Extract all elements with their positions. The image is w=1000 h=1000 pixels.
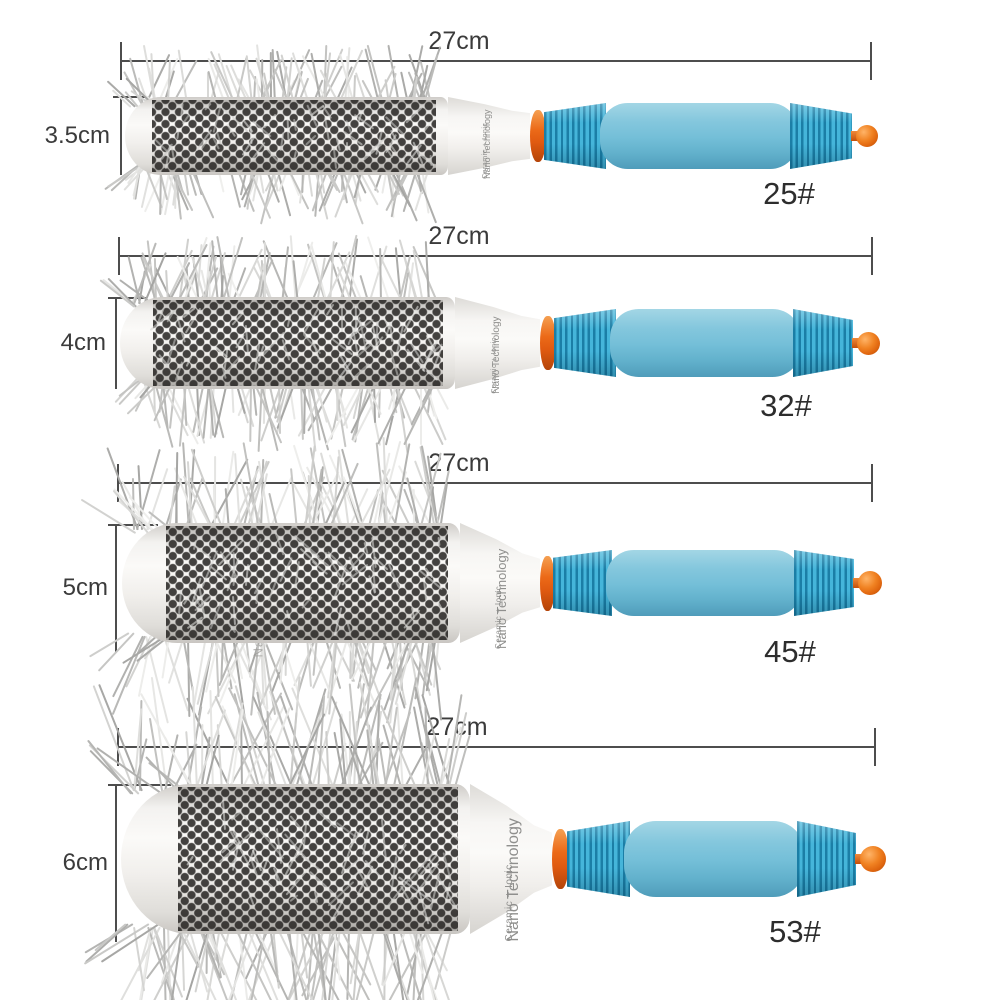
diameter-dimension-line [108, 297, 147, 389]
grip-handle [610, 309, 801, 377]
grip-handle [606, 550, 802, 616]
bristle-strand [433, 926, 453, 990]
bristle-strand [266, 711, 271, 792]
dimension-cap [108, 524, 124, 526]
bristle-strand [263, 242, 266, 304]
brand-line2: Ceramic + Ionic [490, 337, 498, 394]
model-label: 53# [769, 914, 821, 949]
ribbed-collar [553, 550, 612, 616]
dimension-cap [108, 784, 124, 786]
tip-stem [855, 854, 862, 864]
length-dimension-line [118, 237, 873, 275]
model-label: 25# [763, 176, 815, 211]
bristle-strand [95, 747, 163, 795]
orange-ring [540, 316, 556, 370]
diameter-label: 6cm [62, 849, 108, 876]
orange-ring [552, 829, 569, 889]
tip-ball [858, 571, 882, 595]
diameter-label: 3.5cm [44, 121, 110, 149]
length-dimension-line [117, 728, 876, 766]
tip-ball [860, 846, 886, 872]
grip-handle [600, 103, 798, 169]
bristle-strand [249, 381, 253, 442]
dimension-cap [108, 297, 124, 299]
dimension-tick [871, 464, 873, 502]
bristle-strand [240, 723, 243, 791]
length-dimension-line [117, 464, 873, 502]
dimension-tick [871, 237, 873, 275]
brand-line2: Ceramic + Ionic [504, 864, 516, 942]
bristle-strand [289, 467, 298, 531]
bristle-strand [286, 118, 289, 140]
orange-ring [530, 110, 546, 162]
ribbed-taper [797, 821, 856, 897]
diameter-dimension-line [108, 524, 158, 652]
dimension-tick [117, 464, 119, 502]
grip-handle [624, 821, 805, 897]
brand-line2: Ceramic + Ionic [493, 585, 503, 649]
model-label: 32# [760, 388, 812, 423]
dimension-tick [120, 42, 122, 80]
ribbed-collar [554, 309, 616, 377]
diameter-label: 5cm [62, 574, 108, 601]
bristle-strand [303, 381, 307, 435]
ribbed-collar [567, 821, 630, 897]
ribbed-taper [794, 550, 854, 616]
brand-line2: Ceramic + Ionic [482, 122, 490, 179]
diameter-dimension-line [113, 96, 146, 175]
dimension-tick [870, 42, 872, 80]
diameter-label: 4cm [60, 329, 106, 356]
ribbed-taper [793, 309, 853, 377]
ribbed-collar [544, 103, 606, 169]
length-label: 27cm [428, 27, 490, 55]
tip-stem [851, 131, 858, 141]
length-dimension-line [120, 42, 872, 80]
length-label: 27cm [428, 222, 490, 250]
tip-stem [852, 338, 859, 348]
tip-ball [856, 125, 878, 147]
model-label: 45# [764, 634, 816, 669]
dimension-tick [874, 728, 876, 766]
ceramic-barrel: Nano [122, 523, 460, 643]
ceramic-barrel: Nano [121, 784, 470, 934]
orange-ring [540, 555, 555, 611]
ribbed-taper [790, 103, 852, 169]
tip-stem [853, 578, 860, 588]
diameter-dimension-line [108, 784, 171, 942]
bristle-strand [99, 279, 137, 308]
dimension-tick [118, 237, 120, 275]
tip-ball [857, 331, 880, 355]
